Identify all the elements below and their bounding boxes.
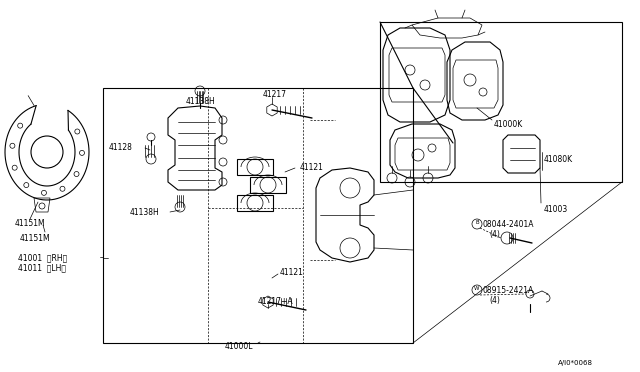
Text: 41003: 41003 bbox=[544, 205, 568, 214]
Text: 08915-2421A: 08915-2421A bbox=[483, 286, 534, 295]
Text: 41217: 41217 bbox=[263, 90, 287, 99]
Text: 41138H: 41138H bbox=[186, 97, 216, 106]
Text: 41121: 41121 bbox=[300, 163, 324, 172]
Bar bbox=[250, 177, 286, 193]
Text: B: B bbox=[475, 219, 479, 224]
Bar bbox=[237, 195, 273, 211]
Text: 41121: 41121 bbox=[280, 268, 304, 277]
Bar bbox=[237, 159, 273, 175]
Text: W: W bbox=[474, 285, 480, 291]
Text: (4): (4) bbox=[489, 230, 500, 239]
Text: 41217+A: 41217+A bbox=[258, 297, 294, 306]
Text: 41000K: 41000K bbox=[494, 120, 524, 129]
Text: 41080K: 41080K bbox=[544, 155, 573, 164]
Text: 41151M: 41151M bbox=[15, 219, 45, 228]
Text: 08044-2401A: 08044-2401A bbox=[483, 220, 534, 229]
Text: 41011  〈LH〉: 41011 〈LH〉 bbox=[18, 263, 66, 272]
Bar bbox=[380, 22, 622, 182]
Text: 41138H: 41138H bbox=[130, 208, 160, 217]
Text: A/I0*0068: A/I0*0068 bbox=[558, 360, 593, 366]
Text: 41000L: 41000L bbox=[225, 342, 253, 351]
Text: (4): (4) bbox=[489, 296, 500, 305]
Text: 41128: 41128 bbox=[109, 143, 133, 152]
Bar bbox=[103, 88, 413, 343]
Text: 41001  〈RH〉: 41001 〈RH〉 bbox=[18, 253, 67, 262]
Text: 41151M: 41151M bbox=[20, 234, 51, 243]
